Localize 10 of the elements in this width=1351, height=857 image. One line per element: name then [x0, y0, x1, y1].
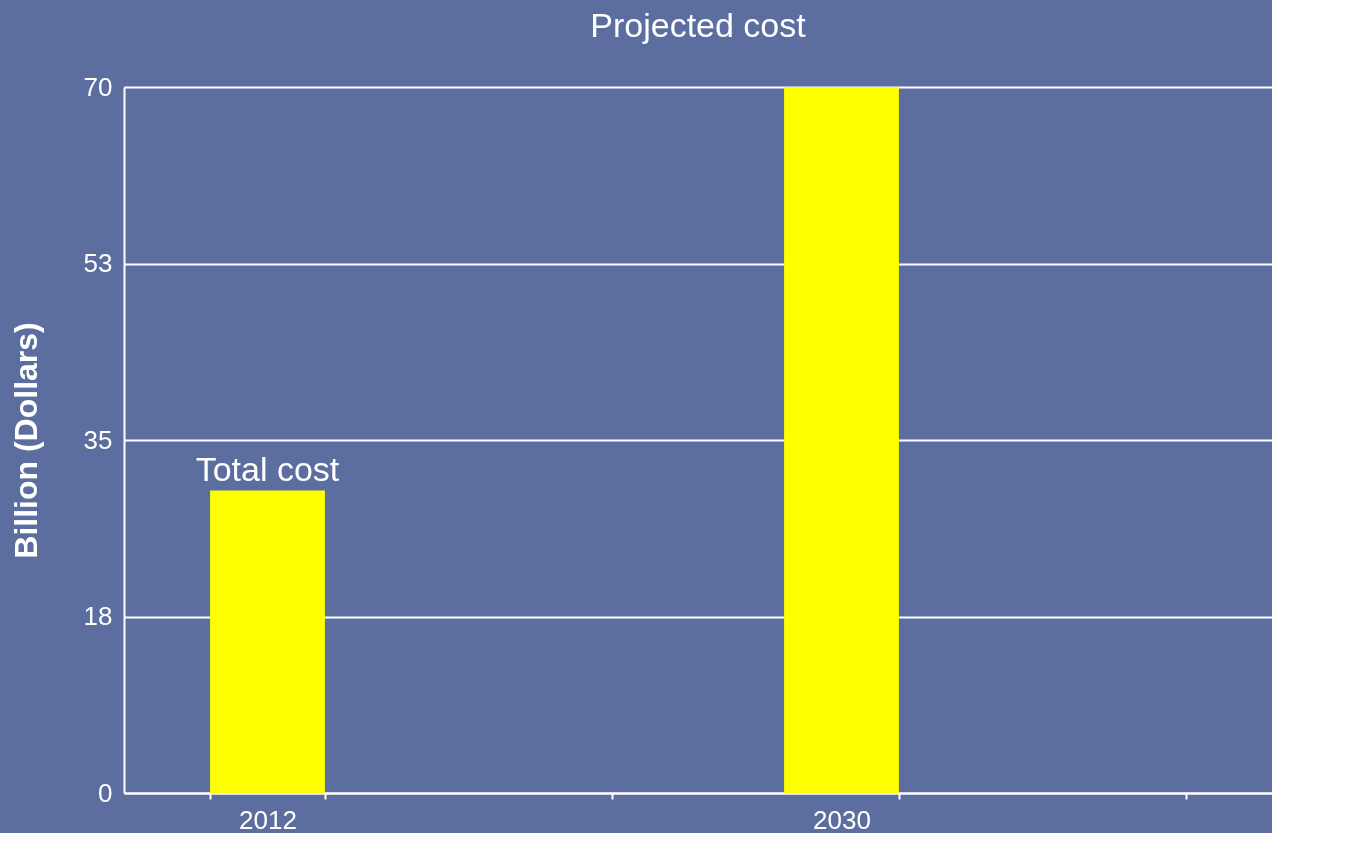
y-tick-label: 18 [83, 601, 113, 631]
annotation: Total cost [195, 450, 340, 489]
y-tick-label: 35 [83, 424, 113, 455]
y-tick-label: 70 [83, 71, 113, 102]
y-tick-label: 53 [83, 248, 113, 278]
y-axis-title: Billion (Dollars) [7, 322, 44, 559]
y-tick-label: 0 [98, 777, 113, 808]
chart-title: Projected cost [590, 6, 807, 44]
x-tick-label: 2030 [813, 804, 871, 835]
x-tick-label: 2012 [239, 804, 297, 835]
